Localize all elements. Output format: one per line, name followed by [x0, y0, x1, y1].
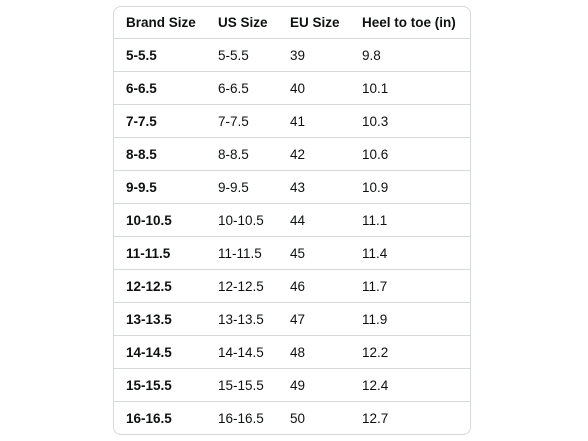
table-row: 7-7.5 7-7.5 41 10.3 — [114, 104, 470, 138]
table-row: 15-15.5 15-15.5 49 12.4 — [114, 368, 470, 402]
table-cell: 5-5.5 — [206, 38, 278, 72]
table-cell: 10-10.5 — [114, 203, 206, 237]
table-cell: 9.8 — [350, 38, 470, 72]
table-cell: 10-10.5 — [206, 203, 278, 237]
table-cell: 39 — [278, 38, 350, 72]
table-cell: 11.1 — [350, 203, 470, 237]
table-cell: 11.9 — [350, 302, 470, 336]
table-cell: 12-12.5 — [114, 269, 206, 303]
table-cell: 12.2 — [350, 335, 470, 369]
table-row: 16-16.5 16-16.5 50 12.7 — [114, 401, 470, 434]
table-cell: 47 — [278, 302, 350, 336]
table-cell: 48 — [278, 335, 350, 369]
table-cell: 14-14.5 — [114, 335, 206, 369]
table-cell: 11-11.5 — [114, 236, 206, 270]
table-cell: 12-12.5 — [206, 269, 278, 303]
table-cell: 16-16.5 — [114, 401, 206, 434]
table-cell: 10.9 — [350, 170, 470, 204]
header-cell: EU Size — [290, 15, 340, 30]
table-row: 9-9.5 9-9.5 43 10.9 — [114, 170, 470, 204]
table-cell: 14-14.5 — [206, 335, 278, 369]
table-cell: 12.4 — [350, 368, 470, 402]
header-cell: US Size — [218, 15, 268, 30]
table-cell: 11-11.5 — [206, 236, 278, 270]
table-cell: 44 — [278, 203, 350, 237]
header-cell: Heel to toe (in) — [362, 15, 456, 30]
header-row: Brand Size US Size EU Size Heel to toe (in) — [114, 7, 470, 39]
table-body: 5-5.5 5-5.5 39 9.8 6-6.5 6-6.5 40 10.1 7-7.5 7-7.… — [114, 38, 470, 434]
table-cell: 16-16.5 — [206, 401, 278, 434]
table-row: 12-12.5 12-12.5 46 11.7 — [114, 269, 470, 303]
table-cell: 49 — [278, 368, 350, 402]
table-cell: 12.7 — [350, 401, 470, 434]
table-row: 8-8.5 8-8.5 42 10.6 — [114, 137, 470, 171]
table-cell: 42 — [278, 137, 350, 171]
table-row: 6-6.5 6-6.5 40 10.1 — [114, 71, 470, 105]
table-cell: 9-9.5 — [114, 170, 206, 204]
size-table: Brand Size US Size EU Size Heel to toe (in)… — [114, 7, 470, 434]
table-cell: 9-9.5 — [206, 170, 278, 204]
table-cell: 8-8.5 — [206, 137, 278, 171]
table-cell: 41 — [278, 104, 350, 138]
table-cell: 13-13.5 — [114, 302, 206, 336]
table-cell: 5-5.5 — [114, 38, 206, 72]
table-cell: 15-15.5 — [206, 368, 278, 402]
header-cell: Brand Size — [126, 15, 196, 30]
table-row: 14-14.5 14-14.5 48 12.2 — [114, 335, 470, 369]
table-cell: 8-8.5 — [114, 137, 206, 171]
table-row: 5-5.5 5-5.5 39 9.8 — [114, 38, 470, 72]
table-cell: 10.1 — [350, 71, 470, 105]
table-cell: 7-7.5 — [114, 104, 206, 138]
table-row: 11-11.5 11-11.5 45 11.4 — [114, 236, 470, 270]
size-table-frame: Brand Size US Size EU Size Heel to toe (in)… — [113, 6, 471, 435]
table-cell: 46 — [278, 269, 350, 303]
table-header: Brand Size US Size EU Size Heel to toe (in) — [114, 7, 470, 39]
table-cell: 7-7.5 — [206, 104, 278, 138]
table-cell: 50 — [278, 401, 350, 434]
table-cell: 13-13.5 — [206, 302, 278, 336]
table-cell: 11.7 — [350, 269, 470, 303]
table-row: 13-13.5 13-13.5 47 11.9 — [114, 302, 470, 336]
table-cell: 10.3 — [350, 104, 470, 138]
table-row: 10-10.5 10-10.5 44 11.1 — [114, 203, 470, 237]
table-cell: 6-6.5 — [114, 71, 206, 105]
table-cell: 45 — [278, 236, 350, 270]
table-cell: 40 — [278, 71, 350, 105]
table-cell: 43 — [278, 170, 350, 204]
table-cell: 10.6 — [350, 137, 470, 171]
table-cell: 15-15.5 — [114, 368, 206, 402]
table-cell: 6-6.5 — [206, 71, 278, 105]
table-cell: 11.4 — [350, 236, 470, 270]
